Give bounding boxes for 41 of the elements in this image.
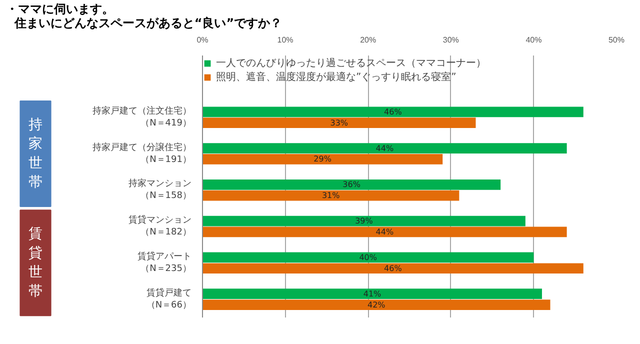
y-tick-label: 持家戸建て（分譲住宅）（N＝191）: [92, 142, 192, 165]
x-tick-label: 10%: [277, 36, 294, 44]
x-tick-label: 0%: [196, 36, 208, 44]
data-label: 44%: [376, 144, 394, 153]
bar: [202, 300, 550, 310]
x-tick-label: 50%: [608, 36, 625, 44]
data-label: 46%: [384, 107, 402, 116]
y-tick-label: 持家マンション（N＝158）: [128, 178, 192, 202]
legend-label: 一人でのんびりゆったり過ごせるスペース（ママコーナー）: [216, 57, 486, 70]
y-tick-label: 賃貸アパート（N＝235）: [138, 250, 192, 274]
data-label: 46%: [384, 264, 402, 273]
bar: [202, 143, 567, 154]
x-tick-label: 30%: [442, 36, 459, 44]
chart-title: ・ママに伺います。住まいにどんなスペースがあると“良い”ですか？: [6, 2, 282, 30]
bar: [202, 179, 501, 190]
data-label: 42%: [367, 300, 386, 310]
y-tick-label: 賃貸戸建て（N＝66）: [146, 287, 192, 310]
y-tick-label: 持家戸建て（注文住宅）（N＝419）: [92, 105, 192, 128]
bar: [202, 288, 542, 300]
text: 賃貸世帯: [28, 226, 42, 300]
y-tick-label: 賃貸マンション（N＝182）: [128, 214, 192, 238]
data-label: 39%: [355, 216, 374, 226]
data-label: 36%: [342, 180, 361, 190]
x-tick-label: 40%: [526, 36, 542, 44]
bar: [202, 118, 476, 128]
x-tick-label: 20%: [360, 36, 376, 44]
data-label: 40%: [359, 252, 378, 262]
bar: [202, 263, 584, 274]
data-label: 33%: [330, 118, 348, 128]
bar: [202, 106, 584, 118]
bar: [202, 226, 567, 238]
bar: [202, 154, 443, 164]
data-label: 44%: [376, 227, 394, 236]
bar: [202, 252, 534, 263]
bar: [202, 216, 526, 226]
text: 持家世帯: [28, 116, 42, 191]
legend-label: 照明、遮音、温度湿度が最適な”ぐっすり眠れる寝室”: [216, 70, 456, 84]
data-label: 41%: [363, 289, 382, 298]
data-label: 29%: [314, 154, 332, 164]
bar: [202, 190, 460, 201]
data-label: 31%: [322, 191, 340, 200]
